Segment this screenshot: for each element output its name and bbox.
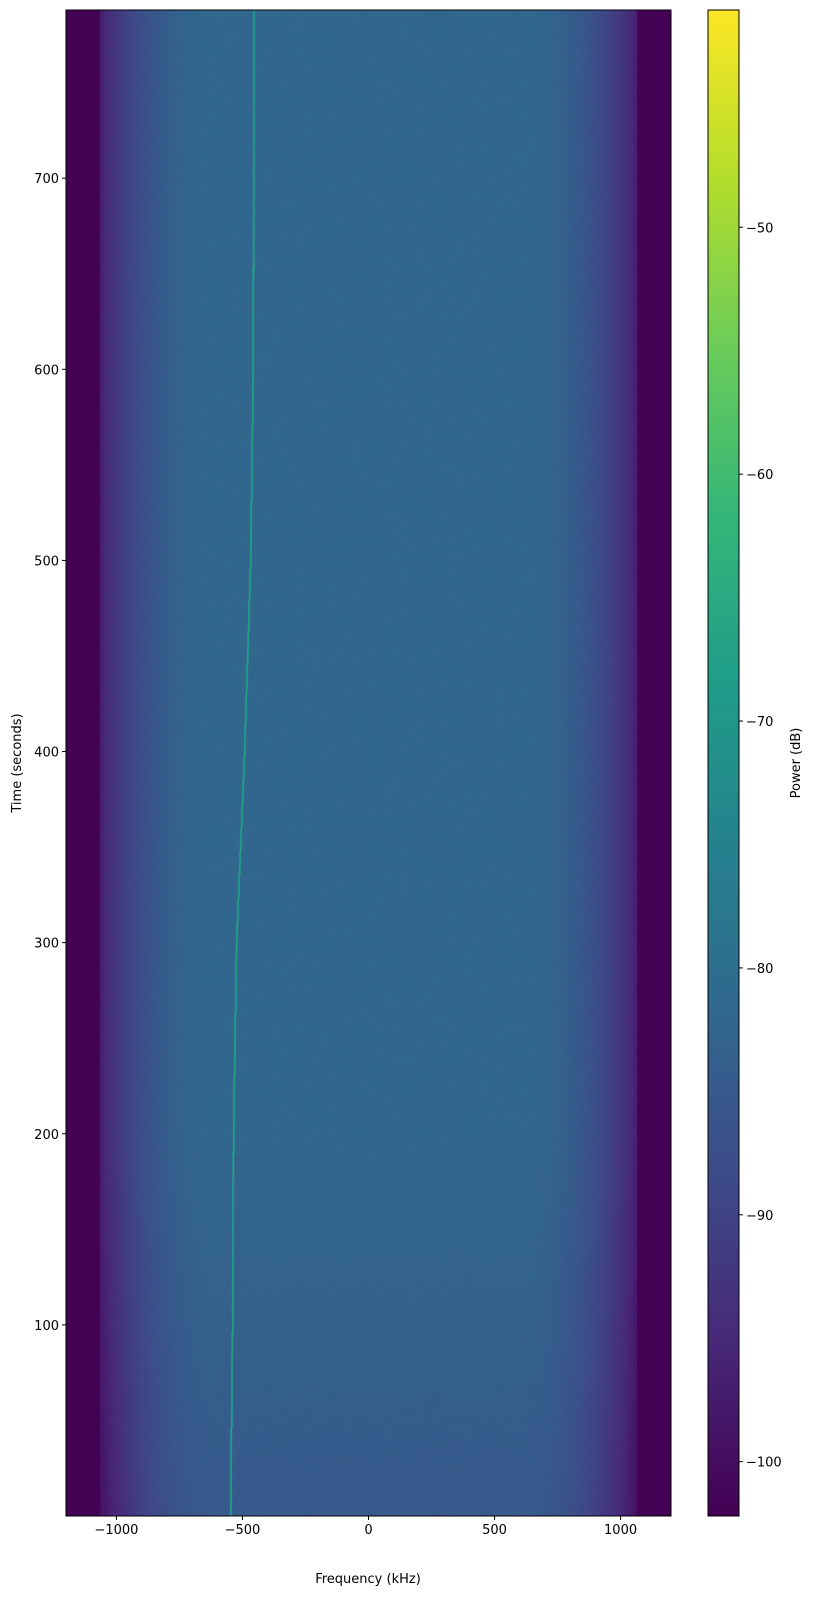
y-tick-label: 700 xyxy=(34,172,59,187)
x-tick-label: 500 xyxy=(482,1523,507,1538)
colorbar-tick-label: −70 xyxy=(746,715,773,730)
x-tick-label: −1000 xyxy=(94,1523,138,1538)
x-tick-label: 0 xyxy=(364,1523,372,1538)
colorbar-tick-label: −60 xyxy=(746,468,773,483)
colorbar-label: Power (dB) xyxy=(789,728,804,799)
y-tick-label: 100 xyxy=(34,1319,59,1334)
y-tick-label: 200 xyxy=(34,1128,59,1143)
colorbar-gradient xyxy=(708,10,739,1516)
y-tick-label: 600 xyxy=(34,363,59,378)
spectrogram-heatmap xyxy=(66,10,671,1516)
x-tick-label: −500 xyxy=(225,1523,261,1538)
x-tick-label: 1000 xyxy=(604,1523,637,1538)
y-tick-label: 400 xyxy=(34,746,59,761)
x-axis-label: Frequency (kHz) xyxy=(315,1572,421,1587)
y-axis-label: Time (seconds) xyxy=(10,713,25,813)
colorbar-tick-label: −100 xyxy=(746,1456,782,1471)
y-tick-label: 300 xyxy=(34,937,59,952)
colorbar-tick-label: −50 xyxy=(746,221,773,236)
plot-frame xyxy=(65,9,672,1517)
colorbar-frame xyxy=(707,9,740,1517)
colorbar-tick-label: −80 xyxy=(746,962,773,977)
y-tick-label: 500 xyxy=(34,554,59,569)
colorbar-tick-label: −90 xyxy=(746,1209,773,1224)
